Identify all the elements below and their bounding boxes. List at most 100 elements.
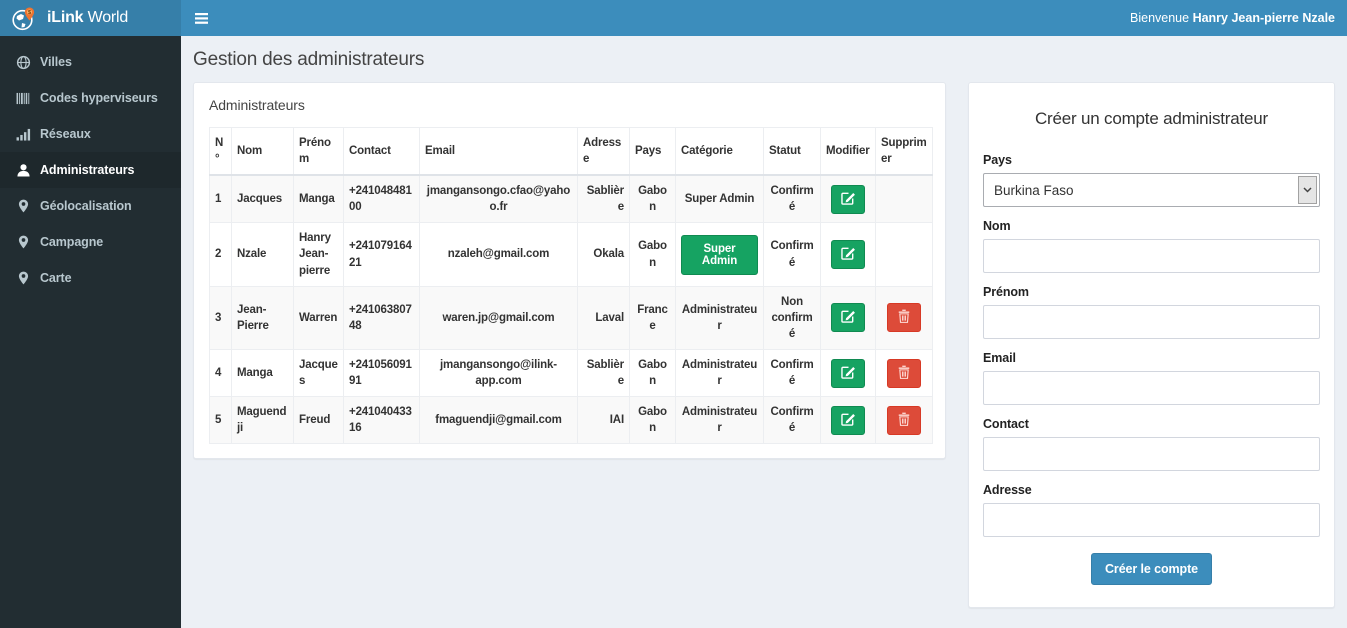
column-header: Pays [629, 127, 676, 177]
column-header: Contact [343, 127, 420, 177]
table-cell: Administrateur [675, 396, 764, 445]
sidebar-item-label: Campagne [40, 235, 104, 249]
column-header: N° [209, 127, 232, 177]
column-header: Catégorie [675, 127, 764, 177]
select-value: Burkina Faso [994, 182, 1074, 198]
content-area: Gestion des administrateurs Administrate… [181, 36, 1347, 628]
globe-pin-icon: $ [10, 5, 37, 32]
table-cell: Sablière [577, 174, 630, 224]
sidebar-item-campagne[interactable]: Campagne [0, 224, 181, 260]
table-row: 5 Maguendji Freud +24104043316 fmaguendji@gm… [209, 396, 933, 445]
table-cell [875, 348, 933, 398]
table-cell [875, 285, 933, 350]
table-cell: Gabon [629, 396, 676, 445]
table-cell: Confirmé [763, 222, 821, 287]
table-cell [820, 222, 876, 287]
field-label: Adresse [983, 483, 1032, 497]
edit-button[interactable] [831, 184, 865, 214]
trash-icon [898, 412, 910, 429]
table-cell [820, 348, 876, 398]
administrators-table: N° Nom Prénom Contact Email Adresse Pays Catégo… [209, 127, 933, 445]
panel-title: Administrateurs [209, 97, 305, 113]
form-group: Email [983, 351, 1320, 405]
table-cell: +24106380748 [343, 285, 420, 350]
map-marker-icon [15, 199, 31, 213]
table-cell: jmangansongo@ilink-app.com [419, 348, 578, 398]
sidebar-item-label: Administrateurs [40, 163, 135, 177]
form-group: Adresse [983, 483, 1320, 537]
table-cell: Gabon [629, 174, 676, 224]
table-cell: Confirmé [763, 348, 821, 398]
table-cell: Okala [577, 222, 630, 287]
table-cell: Nzale [231, 222, 294, 287]
table-row: 4 Manga Jacques +24105609191 jmangansongo@il… [209, 348, 933, 398]
table-cell: Freud [293, 396, 344, 445]
svg-text:$: $ [28, 10, 31, 16]
contact-field[interactable] [983, 437, 1320, 471]
chevron-down-icon [1298, 176, 1317, 204]
table-cell [820, 285, 876, 350]
form-group: Prénom [983, 285, 1320, 339]
table-cell: Jean-Pierre [231, 285, 294, 350]
pr-nom-field[interactable] [983, 305, 1320, 339]
sidebar-item-g-olocalisation[interactable]: Géolocalisation [0, 188, 181, 224]
email-field[interactable] [983, 371, 1320, 405]
hamburger-icon[interactable] [181, 0, 222, 36]
table-cell: Laval [577, 285, 630, 350]
trash-icon [898, 309, 910, 326]
edit-icon [840, 412, 856, 429]
table-cell [875, 396, 933, 445]
sidebar-item-villes[interactable]: Villes [0, 44, 181, 80]
table-cell: Administrateur [675, 348, 764, 398]
table-cell [875, 174, 933, 224]
delete-button[interactable] [887, 358, 921, 388]
sidebar-item-r-seaux[interactable]: Réseaux [0, 116, 181, 152]
edit-button[interactable] [831, 240, 865, 270]
table-header-row: N° Nom Prénom Contact Email Adresse Pays Catégo… [209, 127, 933, 177]
column-header: Statut [763, 127, 821, 177]
field-label: Email [983, 351, 1016, 365]
delete-button[interactable] [887, 303, 921, 333]
column-header: Supprimer [875, 127, 933, 177]
welcome-text: Bienvenue Hanry Jean-pierre Nzale [1130, 11, 1335, 25]
column-header: Modifier [820, 127, 876, 177]
create-account-button[interactable]: Créer le compte [1091, 553, 1212, 585]
edit-button[interactable] [831, 405, 865, 435]
table-cell: Super Admin [675, 222, 764, 287]
create-account-panel: Créer un compte administrateur Pays Burki… [968, 82, 1335, 608]
table-cell: Jacques [231, 174, 294, 224]
adresse-field[interactable] [983, 503, 1320, 537]
edit-button[interactable] [831, 358, 865, 388]
field-label: Pays [983, 153, 1012, 167]
map-marker-icon [15, 235, 31, 249]
edit-button[interactable] [831, 303, 865, 333]
delete-button[interactable] [887, 405, 921, 435]
table-cell: 1 [209, 174, 232, 224]
pays-select[interactable]: Burkina Faso [983, 173, 1320, 207]
table-row: 2 Nzale Hanry Jean-pierre +24107916421 nzale… [209, 222, 933, 287]
sidebar-item-label: Géolocalisation [40, 199, 132, 213]
column-header: Email [419, 127, 578, 177]
table-cell: +24104848100 [343, 174, 420, 224]
table-cell: 3 [209, 285, 232, 350]
app-title: iLink World [47, 9, 129, 26]
table-cell: fmaguendji@gmail.com [419, 396, 578, 445]
brand-logo[interactable]: $ iLink World [0, 0, 181, 36]
category-text: Administrateur [681, 358, 758, 388]
sidebar-item-codes-hyperviseurs[interactable]: Codes hyperviseurs [0, 80, 181, 116]
table-cell: Maguendji [231, 396, 294, 445]
table-cell: Manga [231, 348, 294, 398]
form-group: Nom [983, 219, 1320, 273]
column-header: Adresse [577, 127, 630, 177]
nom-field[interactable] [983, 239, 1320, 273]
edit-icon [840, 191, 856, 208]
form-title: Créer un compte administrateur [1034, 109, 1269, 128]
sidebar-item-administrateurs[interactable]: Administrateurs [0, 152, 181, 188]
table-cell: IAI [577, 396, 630, 445]
top-navbar: $ iLink World Bienvenue Hanry Jean-pierr… [0, 0, 1347, 36]
category-text: Administrateur [681, 406, 758, 435]
table-row: 3 Jean-Pierre Warren +24106380748 waren.jp@g… [209, 285, 933, 350]
sidebar: Villes Codes hyperviseurs Réseaux Administr… [0, 36, 181, 628]
sidebar-item-carte[interactable]: Carte [0, 260, 181, 296]
category-badge-button[interactable]: Super Admin [681, 234, 758, 275]
